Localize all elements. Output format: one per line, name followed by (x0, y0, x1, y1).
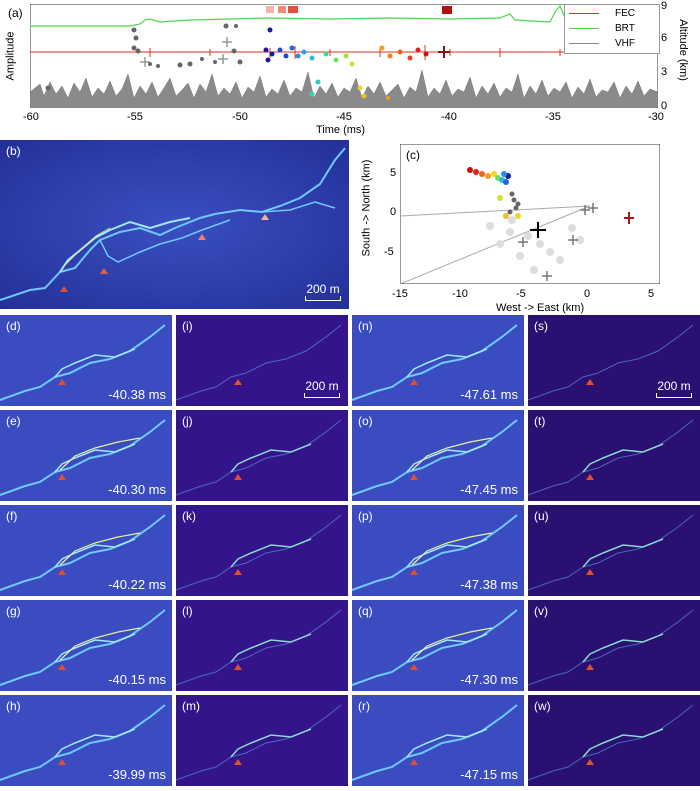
tile-label: (k) (182, 509, 196, 523)
tile-label: (e) (6, 414, 21, 428)
image-tile: (h) -39.99 ms (0, 695, 172, 786)
tile-time-label: -47.61 ms (460, 387, 518, 402)
image-tile: (w) (528, 695, 700, 786)
panel-c-ylabel: South -> North (km) (360, 159, 373, 257)
tile-time-label: -40.30 ms (108, 482, 166, 497)
tile-scale: 200 m (304, 379, 340, 398)
image-tile: (e) -40.30 ms (0, 410, 172, 501)
xtick: -40 (441, 111, 457, 123)
panel-c-xtick: 5 (648, 288, 655, 300)
tile-time-label: -40.22 ms (108, 577, 166, 592)
tile-label: (s) (534, 319, 548, 333)
legend-brt: BRT (615, 23, 635, 34)
panel-c-xtick: 0 (584, 288, 591, 300)
gray-source-dots (45, 23, 243, 91)
panel-a-legend: FEC BRT VHF (564, 4, 660, 54)
image-tile: (r) -47.15 ms (352, 695, 524, 786)
tile-label: (h) (6, 699, 21, 713)
panel-c: South -> North (km) (356, 140, 700, 315)
tile-label: (f) (6, 509, 18, 523)
panel-b: (b) 200 m (0, 140, 349, 309)
image-tile: (g) -40.15 ms (0, 600, 172, 691)
panel-c-ytick: -5 (384, 246, 394, 258)
tile-label: (q) (358, 604, 373, 618)
image-tile: (n) -47.61 ms (352, 315, 524, 406)
image-tile: (p) -47.38 ms (352, 505, 524, 596)
panel-c-ytick: 5 (390, 167, 397, 179)
panel-c-plot (400, 144, 660, 284)
tile-label: (n) (358, 319, 373, 333)
panel-a-label: (a) (8, 6, 23, 20)
panel-a: (a) Amplitude Altitude (km) (0, 0, 700, 140)
panel-c-xtick: -5 (516, 288, 526, 300)
tile-grid: (d) -40.38 ms (i) 200 m (n) -47.61 ms (s) 200 m… (0, 315, 700, 791)
colored-source-dots (263, 27, 429, 100)
panel-a-ylabel-right: Altitude (km) (676, 19, 689, 81)
legend-vhf: VHF (615, 38, 635, 49)
scale-label: 200 m (306, 282, 340, 296)
panel-c-xtick: -10 (452, 288, 468, 300)
tile-label: (u) (534, 509, 549, 523)
tile-scale: 200 m (656, 379, 692, 398)
xtick: -45 (336, 111, 352, 123)
panel-c-xtick: -15 (392, 288, 408, 300)
image-tile: (l) (176, 600, 348, 691)
legend-fec: FEC (615, 8, 635, 19)
tile-label: (m) (182, 699, 200, 713)
panel-a-ylabel-left: Amplitude (4, 31, 17, 81)
tile-label: (d) (6, 319, 21, 333)
tile-label: (v) (534, 604, 548, 618)
tile-label: (o) (358, 414, 373, 428)
image-tile: (d) -40.38 ms (0, 315, 172, 406)
image-tile: (u) (528, 505, 700, 596)
panel-c-xlabel: West -> East (km) (496, 302, 585, 314)
tile-time-label: -39.99 ms (108, 767, 166, 782)
image-tile: (j) (176, 410, 348, 501)
xtick: -55 (127, 111, 143, 123)
ytick-right-0: 0 (661, 100, 668, 112)
image-tile: (t) (528, 410, 700, 501)
image-tile: (s) 200 m (528, 315, 700, 406)
xtick: -60 (23, 111, 39, 123)
tile-label: (l) (182, 604, 193, 618)
image-tile: (o) -47.45 ms (352, 410, 524, 501)
tile-time-label: -47.15 ms (460, 767, 518, 782)
xtick: -35 (545, 111, 561, 123)
ytick-right-3: 3 (661, 66, 668, 78)
ytick-right-6: 6 (661, 32, 668, 44)
panel-a-plot (30, 4, 658, 108)
panel-b-label: (b) (6, 144, 21, 158)
ytick-right-9: 9 (661, 0, 668, 12)
image-tile: (i) 200 m (176, 315, 348, 406)
tile-label: (t) (534, 414, 546, 428)
tile-time-label: -40.38 ms (108, 387, 166, 402)
tile-time-label: -47.45 ms (460, 482, 518, 497)
tile-time-label: -47.30 ms (460, 672, 518, 687)
vhf-trace (30, 69, 658, 108)
tile-label: (g) (6, 604, 21, 618)
image-tile: (k) (176, 505, 348, 596)
tile-label: (p) (358, 509, 373, 523)
xtick: -30 (648, 111, 664, 123)
xtick: -50 (232, 111, 248, 123)
image-tile: (m) (176, 695, 348, 786)
tile-label: (r) (358, 699, 370, 713)
tile-label: (i) (182, 319, 193, 333)
panel-a-xlabel: Time (ms) (316, 124, 366, 136)
image-tile: (q) -47.30 ms (352, 600, 524, 691)
tile-time-label: -40.15 ms (108, 672, 166, 687)
tile-label: (w) (534, 699, 551, 713)
tile-time-label: -47.38 ms (460, 577, 518, 592)
image-tile: (v) (528, 600, 700, 691)
image-tile: (f) -40.22 ms (0, 505, 172, 596)
panel-c-label: (c) (406, 148, 420, 162)
panel-b-scale: 200 m (305, 282, 341, 301)
panel-c-ytick: 0 (390, 206, 397, 218)
tile-label: (j) (182, 414, 193, 428)
